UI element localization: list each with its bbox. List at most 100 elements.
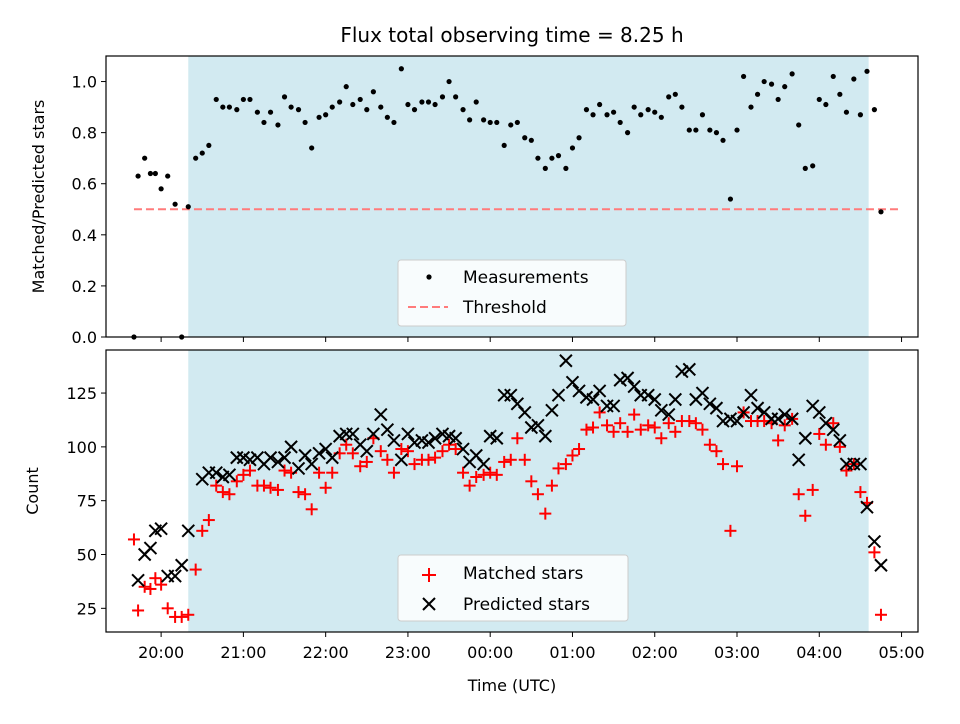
matched-star-point xyxy=(593,406,606,419)
bottom-y-axis-label: Count xyxy=(23,467,42,515)
measurement-point xyxy=(652,109,658,115)
predicted-star-point xyxy=(131,573,145,588)
matched-star-point xyxy=(354,460,367,473)
matched-star-point xyxy=(237,468,250,481)
measurement-point xyxy=(350,101,356,108)
matched-star-point xyxy=(511,432,524,445)
predicted-star-point xyxy=(174,558,189,572)
predicted-star-point xyxy=(586,392,600,407)
measurement-point xyxy=(638,112,644,118)
predicted-star-point xyxy=(874,558,888,572)
matched-star-point xyxy=(717,458,730,471)
matched-star-point xyxy=(395,443,408,456)
predicted-star-point xyxy=(785,412,799,426)
matched-star-point xyxy=(634,423,647,436)
measurement-point xyxy=(288,104,294,110)
measurement-point xyxy=(796,122,802,128)
matched-star-point xyxy=(614,417,627,430)
predicted-star-point xyxy=(531,418,545,433)
x-tick-label: 21:00 xyxy=(220,643,266,662)
y-tick-label: 0.4 xyxy=(72,226,97,245)
top-legend-box xyxy=(397,259,627,327)
predicted-star-point xyxy=(325,450,339,465)
matched-star-point xyxy=(772,434,785,447)
measurement-point xyxy=(481,117,487,123)
measurement-point xyxy=(494,119,500,126)
measurement-point xyxy=(542,165,548,171)
matched-star-point xyxy=(601,419,614,432)
measurement-point xyxy=(624,130,631,136)
matched-star-point xyxy=(642,419,655,432)
measurement-point xyxy=(254,109,260,115)
matched-star-point xyxy=(703,438,716,451)
matched-star-point xyxy=(490,468,503,481)
predicted-star-point xyxy=(374,407,388,422)
matched-star-point xyxy=(621,425,634,438)
matched-star-point xyxy=(799,509,812,522)
measurement-point xyxy=(611,109,617,115)
measurement-point xyxy=(857,112,864,118)
matched-star-point xyxy=(696,423,709,436)
predicted-star-point xyxy=(298,448,312,463)
matched-star-point xyxy=(854,486,867,499)
matched-star-point xyxy=(271,483,284,496)
predicted-star-point xyxy=(168,569,182,583)
predicted-star-point xyxy=(339,427,353,441)
predicted-star-point xyxy=(209,465,223,480)
measurement-point xyxy=(323,112,329,118)
chart-title: Flux total observing time = 8.25 h xyxy=(340,23,683,47)
matched-star-point xyxy=(868,546,881,559)
measurement-point xyxy=(597,101,603,108)
predicted-star-point xyxy=(428,431,442,445)
measurement-point xyxy=(754,91,761,97)
matched-star-point xyxy=(518,453,531,466)
matched-star-point xyxy=(422,453,435,466)
legend-matched-marker xyxy=(422,568,436,582)
measurement-point xyxy=(398,66,404,72)
measurement-point xyxy=(761,78,767,85)
x-tick-label: 03:00 xyxy=(714,643,760,662)
measurement-point xyxy=(405,101,411,108)
measurement-point xyxy=(240,96,246,103)
bottom-legend: Matched stars Predicted stars xyxy=(397,554,629,622)
matched-star-point xyxy=(436,445,449,458)
matched-star-point xyxy=(792,488,805,501)
measurement-point xyxy=(830,73,836,80)
measurement-point xyxy=(391,119,397,126)
measurement-point xyxy=(487,119,493,126)
top-y-ticks: 0.0 0.2 0.4 0.6 0.8 1.0 xyxy=(72,73,106,347)
predicted-star-point xyxy=(682,362,696,377)
matched-star-point xyxy=(230,475,243,488)
matched-star-point xyxy=(648,421,661,434)
measurement-point xyxy=(693,127,699,133)
matched-star-point xyxy=(806,483,819,496)
measurement-point xyxy=(357,96,363,103)
matched-star-point xyxy=(525,475,538,488)
matched-star-point xyxy=(819,438,832,451)
predicted-star-point xyxy=(668,392,683,407)
matched-star-point xyxy=(264,481,277,494)
measurement-point xyxy=(234,107,240,113)
measurement-point xyxy=(631,104,637,110)
matched-star-point xyxy=(669,425,682,438)
matched-star-point xyxy=(573,443,586,456)
matched-star-point xyxy=(374,445,387,458)
measurement-point xyxy=(782,84,788,90)
legend-predicted-marker xyxy=(422,597,436,611)
matched-star-point xyxy=(559,458,572,471)
measurement-point xyxy=(878,209,884,215)
predicted-star-point xyxy=(860,500,874,514)
matched-star-point xyxy=(552,462,565,475)
measurement-point xyxy=(522,135,528,141)
measurement-point xyxy=(261,119,267,126)
predicted-star-point xyxy=(271,455,285,469)
matched-star-point xyxy=(127,533,140,546)
predicted-star-point xyxy=(654,403,669,417)
matched-star-point xyxy=(216,486,229,499)
x-tick-label: 02:00 xyxy=(632,643,678,662)
predicted-star-point xyxy=(504,388,518,402)
measurement-point xyxy=(713,130,720,136)
matched-star-point xyxy=(689,417,702,430)
predicted-star-point xyxy=(675,364,689,379)
